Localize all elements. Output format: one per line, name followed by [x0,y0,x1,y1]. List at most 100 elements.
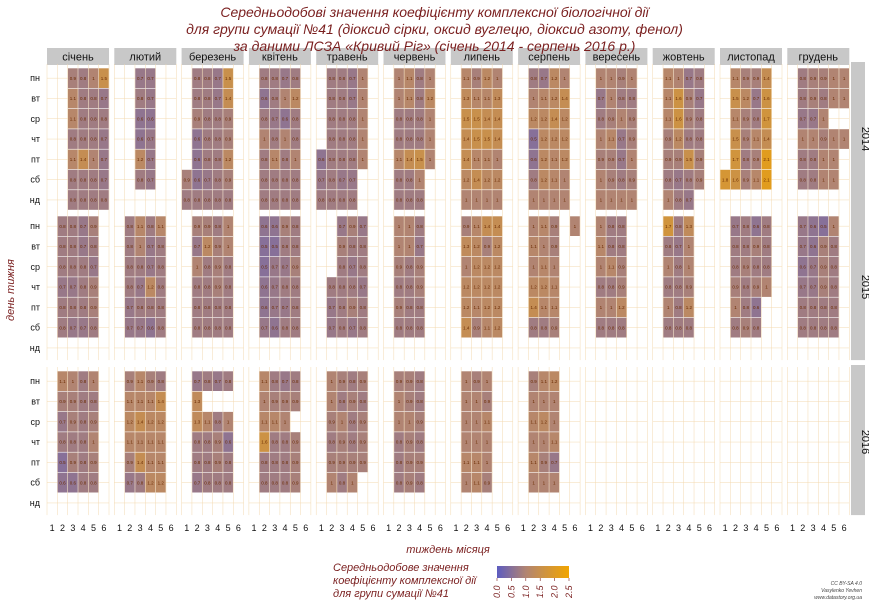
cell-value: 1.1 [158,460,165,465]
chart-title: Середньодобові значення коефіцієнту комп… [0,4,869,55]
cell-value: 0.8 [261,460,268,465]
heat-cell [559,149,570,170]
heat-cell [280,371,290,391]
heat-cell [616,88,627,109]
cell-value: 1.5 [225,76,232,81]
heat-cell [404,236,415,257]
heat-cell [135,371,145,391]
heat-cell [616,108,627,129]
cell-value: 1 [475,198,478,203]
heat-cell [212,297,223,318]
cell-value: 0.7 [272,305,279,310]
heat-cell [414,108,425,129]
cell-value: 0.8 [675,285,682,290]
heat-cell [192,169,202,190]
heat-cell [337,216,347,236]
heat-cell [394,236,404,257]
cell-value: 0.8 [225,305,232,310]
cell-value: 0.8 [282,177,289,182]
cell-value: 0.7 [101,96,108,101]
cell-value: 0.7 [282,76,289,81]
cell-value: 1 [610,76,613,81]
cell-value: 0.7 [101,157,108,162]
cell-value: 0.9 [598,157,605,162]
legend-tick-label: 0.0 [492,585,502,598]
month-label: травень [327,52,368,64]
week-tick: 2 [262,523,267,533]
cell-value: 1 [92,76,95,81]
cell-value: 0.9 [90,460,97,465]
cell-value: 0.8 [686,137,693,142]
heat-cell [404,371,415,391]
cell-value: 0.8 [396,116,403,121]
heat-cell [88,317,99,338]
heat-cell [259,108,270,129]
cell-value: 1 [833,137,836,142]
heat-cell [828,317,839,338]
cell-value: 0.8 [396,137,403,142]
cell-value: 0.8 [417,96,424,101]
cell-value: 0.9 [396,379,403,384]
cell-value: 1 [465,264,468,269]
heat-cell [269,411,280,432]
heat-cell [135,216,145,236]
cell-value: 1 [429,76,432,81]
cell-value: 0.6 [261,305,268,310]
heat-cell [223,190,233,210]
heat-cell [135,472,145,493]
heat-cell [394,129,404,149]
cell-value: 1 [620,198,623,203]
cell-value: 0.8 [204,305,211,310]
heat-cell [740,297,751,318]
heat-cell [461,169,472,190]
heat-cell [280,317,290,338]
week-tick: 1 [723,523,728,533]
cell-value: 0.8 [349,137,356,142]
cell-value: 0.8 [339,157,346,162]
week-tick: 5 [91,523,96,533]
heat-cell [124,371,135,391]
heat-cell [347,149,358,170]
heat-cell [414,452,425,473]
heat-cell [761,277,772,297]
cell-value: 1.5 [732,137,739,142]
cell-value: 0.8 [831,325,838,330]
cell-value: 1 [563,198,566,203]
heat-cell [212,216,223,236]
heat-cell [596,169,606,190]
heat-cell [606,68,617,88]
cell-value: 0.8 [80,379,87,384]
x-axis-title: тиждень місяця [406,544,490,556]
heat-cell [290,129,301,149]
heat-cell [751,149,762,170]
heat-cell [549,129,560,149]
heat-cell [539,149,549,170]
heat-cell [202,88,213,109]
cell-value: 0.9 [463,224,470,229]
cell-value: 1.2 [675,137,682,142]
heat-cell [818,236,829,257]
cell-value: 1.4 [561,96,568,101]
heat-cell [280,149,290,170]
heat-cell [357,236,368,257]
heat-cell [223,108,233,129]
heat-cell [404,149,415,170]
cell-value: 0.9 [339,244,346,249]
cell-value: 1 [263,399,266,404]
day-label: сб [30,175,40,185]
cell-value: 1.2 [292,96,299,101]
cell-value: 0.6 [530,157,537,162]
cell-value: 0.8 [70,224,77,229]
cell-value: 1.2 [530,285,537,290]
cell-value: 0.8 [417,379,424,384]
week-tick: 3 [541,523,546,533]
heat-cell [78,391,89,412]
heat-cell [740,277,751,297]
heat-cell [808,149,818,170]
cell-value: 0.7 [696,96,703,101]
heat-cell [616,149,627,170]
cell-value: 0.6 [147,116,154,121]
cell-value: 1 [833,177,836,182]
cell-value: 0.8 [753,116,760,121]
cell-value: 0.6 [753,305,760,310]
